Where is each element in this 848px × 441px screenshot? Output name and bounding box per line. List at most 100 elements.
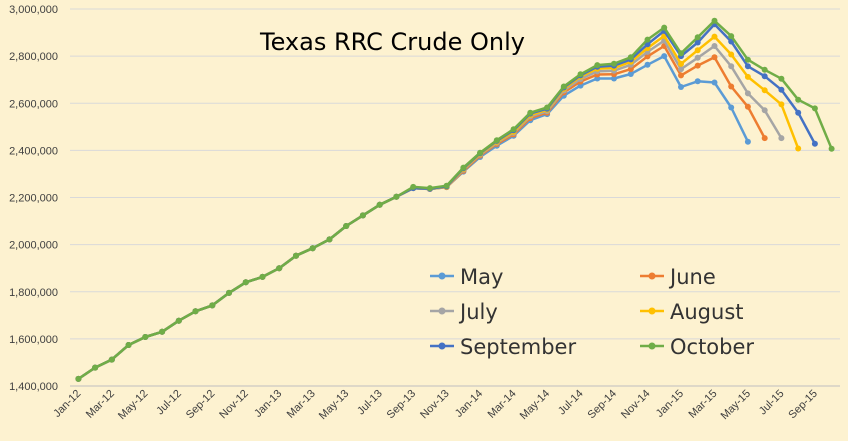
legend-swatch-marker bbox=[648, 307, 656, 315]
data-point-september bbox=[778, 86, 785, 93]
legend-label: June bbox=[668, 265, 716, 289]
y-tick-label: 1,800,000 bbox=[9, 287, 58, 299]
series-line-august bbox=[77, 34, 800, 380]
series-october bbox=[75, 17, 835, 382]
data-point-september bbox=[795, 109, 802, 116]
legend-label: September bbox=[460, 335, 576, 359]
x-tick-label: Sep-15 bbox=[786, 388, 820, 422]
data-point-july bbox=[694, 54, 701, 61]
data-point-october bbox=[627, 54, 634, 61]
data-point-may bbox=[728, 104, 735, 111]
data-point-july bbox=[744, 90, 751, 97]
data-point-october bbox=[276, 265, 283, 272]
data-point-september bbox=[694, 39, 701, 46]
series-line-october bbox=[77, 19, 833, 380]
y-tick-label: 1,400,000 bbox=[9, 381, 58, 393]
chart-title: Texas RRC Crude Only bbox=[259, 28, 525, 56]
data-point-october bbox=[108, 356, 115, 363]
x-tick-label: Jul-13 bbox=[355, 388, 385, 418]
data-point-august bbox=[694, 47, 701, 54]
axes: 1,400,000 1,600,000 1,800,000 2,000,000 2,20… bbox=[9, 4, 840, 422]
legend-item-august: August bbox=[640, 300, 744, 324]
data-point-october bbox=[544, 104, 551, 111]
data-point-may bbox=[694, 78, 701, 85]
legend-swatch-marker bbox=[438, 272, 446, 280]
data-point-october bbox=[359, 212, 366, 219]
data-point-october bbox=[92, 364, 99, 371]
data-point-october bbox=[443, 182, 450, 189]
x-tick-label: Nov-14 bbox=[619, 388, 653, 422]
x-tick-label: Jul-14 bbox=[556, 388, 586, 418]
legend-label: October bbox=[670, 335, 754, 359]
data-point-october bbox=[426, 185, 433, 192]
data-point-august bbox=[778, 101, 785, 108]
legend-item-may: May bbox=[430, 265, 503, 289]
data-point-july bbox=[678, 66, 684, 73]
data-point-october bbox=[761, 66, 768, 73]
data-point-may bbox=[644, 61, 651, 68]
x-tick-label: Mar-15 bbox=[686, 388, 719, 421]
x-tick-label: Mar-12 bbox=[84, 388, 117, 421]
data-point-may bbox=[627, 71, 634, 77]
data-point-may bbox=[661, 53, 668, 60]
data-point-june bbox=[728, 83, 735, 90]
data-point-may bbox=[678, 84, 684, 90]
data-point-june bbox=[761, 135, 768, 142]
x-tick-label: Sep-14 bbox=[586, 388, 620, 422]
data-point-october bbox=[611, 60, 617, 67]
legend-item-july: July bbox=[430, 300, 498, 324]
data-point-october bbox=[694, 34, 701, 41]
data-point-may bbox=[744, 138, 751, 145]
data-point-may bbox=[711, 79, 718, 86]
data-point-august bbox=[678, 60, 684, 67]
x-tick-label: Nov-12 bbox=[217, 388, 251, 422]
data-point-october bbox=[678, 50, 684, 57]
x-tick-label: May-15 bbox=[719, 388, 753, 422]
legend-swatch-marker bbox=[438, 307, 446, 315]
data-point-october bbox=[75, 375, 82, 382]
data-point-july bbox=[761, 107, 768, 114]
data-point-may bbox=[611, 75, 617, 82]
data-point-october bbox=[644, 36, 651, 43]
data-point-october bbox=[560, 83, 567, 90]
data-point-october bbox=[493, 137, 500, 144]
data-point-october bbox=[242, 279, 249, 286]
data-point-september bbox=[761, 73, 768, 80]
series-september bbox=[75, 21, 818, 382]
data-point-october bbox=[142, 334, 149, 340]
data-point-august bbox=[711, 33, 718, 40]
legend-item-september: September bbox=[430, 335, 576, 359]
data-point-october bbox=[393, 193, 400, 200]
data-point-october bbox=[159, 328, 166, 335]
data-point-june bbox=[744, 103, 751, 110]
legend-item-june: June bbox=[640, 265, 716, 289]
y-tick-label: 2,600,000 bbox=[9, 98, 58, 110]
x-tick-label: Mar-14 bbox=[486, 388, 519, 421]
data-point-october bbox=[811, 105, 818, 112]
data-point-september bbox=[744, 63, 751, 70]
data-point-june bbox=[678, 72, 684, 79]
x-tick-label: May-13 bbox=[317, 388, 351, 422]
data-point-june bbox=[644, 53, 651, 60]
series-line-july bbox=[77, 39, 783, 380]
data-point-october bbox=[293, 252, 299, 259]
x-tick-label: Sep-13 bbox=[385, 388, 419, 422]
data-point-october bbox=[460, 164, 467, 171]
series-august bbox=[75, 32, 802, 382]
x-tick-label: May-14 bbox=[518, 388, 552, 422]
y-tick-label: 2,400,000 bbox=[9, 145, 58, 157]
data-point-june bbox=[627, 66, 634, 73]
legend-item-october: October bbox=[640, 335, 754, 359]
data-point-october bbox=[209, 302, 216, 309]
legend: May June July August September October bbox=[430, 265, 754, 359]
series-july bbox=[75, 37, 785, 382]
data-point-october bbox=[795, 96, 802, 103]
data-point-june bbox=[694, 62, 701, 69]
y-tick-label: 2,000,000 bbox=[9, 240, 58, 252]
legend-label: August bbox=[670, 300, 744, 324]
series-line-june bbox=[77, 44, 766, 380]
data-point-july bbox=[711, 43, 718, 49]
x-tick-label: Nov-13 bbox=[418, 388, 452, 422]
